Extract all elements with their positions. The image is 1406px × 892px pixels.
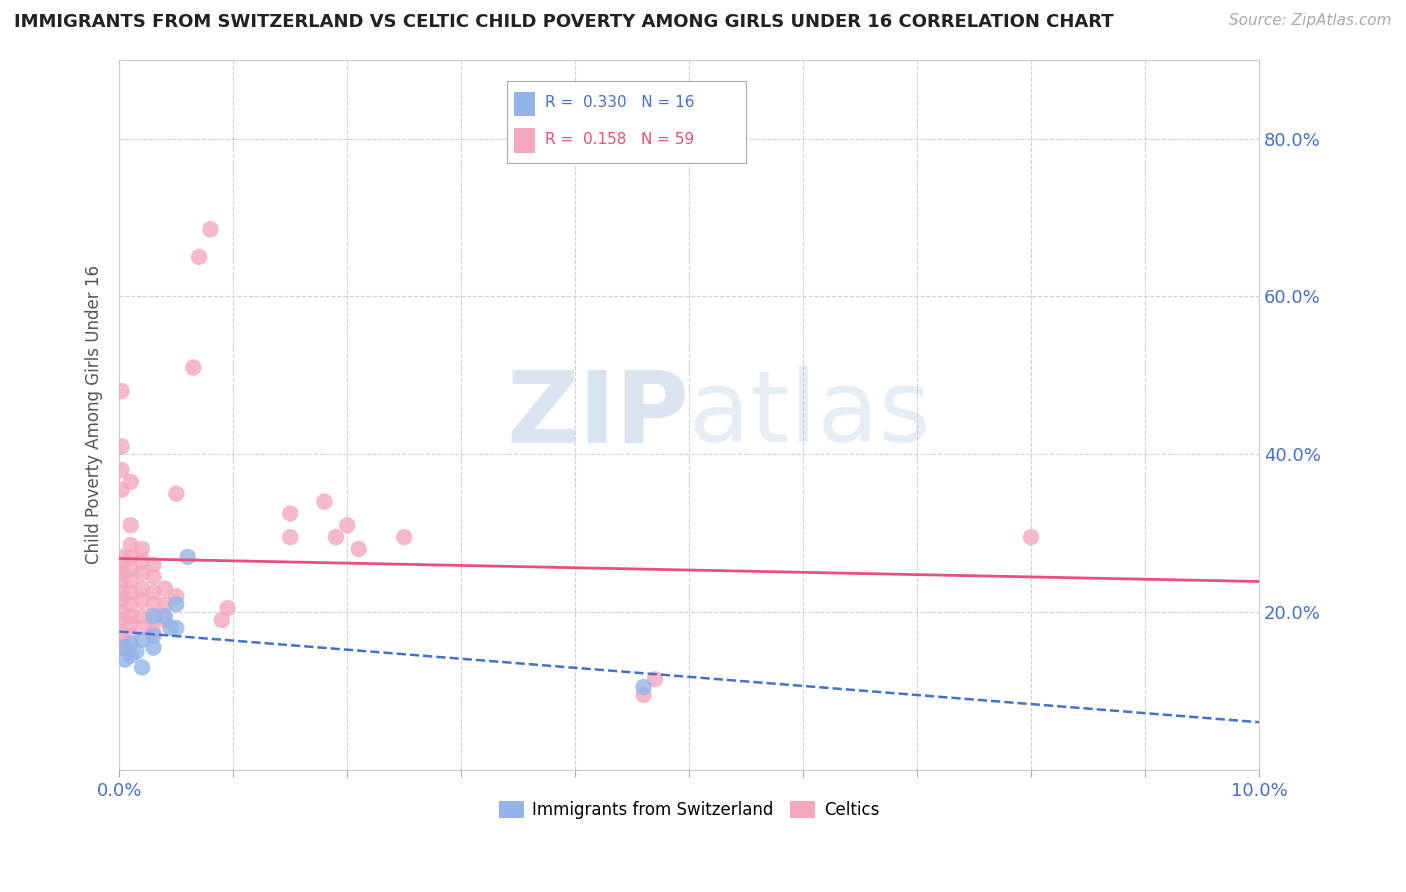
Point <box>131 632 153 647</box>
Point <box>217 601 239 615</box>
Point <box>153 597 176 611</box>
Point <box>347 541 370 556</box>
Point <box>120 549 142 564</box>
Point <box>114 652 136 666</box>
Point <box>142 597 165 611</box>
Point <box>120 475 142 489</box>
Point <box>120 585 142 599</box>
Point <box>131 566 153 580</box>
Point <box>120 629 142 643</box>
Text: IMMIGRANTS FROM SWITZERLAND VS CELTIC CHILD POVERTY AMONG GIRLS UNDER 16 CORRELA: IMMIGRANTS FROM SWITZERLAND VS CELTIC CH… <box>14 13 1114 31</box>
Point <box>120 597 142 611</box>
Point <box>142 558 165 572</box>
Point <box>120 617 142 632</box>
Point <box>644 672 666 686</box>
Point <box>392 530 415 544</box>
Point <box>142 585 165 599</box>
Point <box>278 507 301 521</box>
Point <box>165 487 187 501</box>
Point <box>110 613 132 627</box>
Point <box>110 640 132 655</box>
Point <box>120 538 142 552</box>
Point <box>120 518 142 533</box>
Point <box>188 250 211 264</box>
Point <box>110 463 132 477</box>
Point <box>142 629 165 643</box>
Point <box>142 609 165 624</box>
Point <box>110 593 132 607</box>
Text: ZIP: ZIP <box>506 367 689 463</box>
Point <box>110 549 132 564</box>
Point <box>159 621 181 635</box>
Point <box>633 688 655 702</box>
Point <box>142 624 165 639</box>
Point <box>110 558 132 572</box>
Point <box>110 483 132 497</box>
Point <box>142 569 165 583</box>
Point <box>110 605 132 619</box>
Point <box>633 680 655 694</box>
Point <box>110 384 132 398</box>
Point <box>1019 530 1042 544</box>
Point <box>165 590 187 604</box>
Point <box>153 613 176 627</box>
Point <box>131 582 153 596</box>
Text: Source: ZipAtlas.com: Source: ZipAtlas.com <box>1229 13 1392 29</box>
Point <box>110 585 132 599</box>
Point <box>153 582 176 596</box>
Point <box>131 609 153 624</box>
Point <box>110 439 132 453</box>
Point <box>142 613 165 627</box>
Point <box>165 621 187 635</box>
Legend: Immigrants from Switzerland, Celtics: Immigrants from Switzerland, Celtics <box>492 794 886 826</box>
Point <box>183 360 205 375</box>
Text: atlas: atlas <box>689 367 931 463</box>
Point <box>176 549 198 564</box>
Point <box>153 609 176 624</box>
Point <box>110 574 132 588</box>
Point <box>131 593 153 607</box>
Point <box>120 574 142 588</box>
Point <box>165 597 187 611</box>
Point <box>336 518 359 533</box>
Point <box>131 660 153 674</box>
Point <box>131 541 153 556</box>
Point <box>278 530 301 544</box>
Point <box>120 637 142 651</box>
Y-axis label: Child Poverty Among Girls Under 16: Child Poverty Among Girls Under 16 <box>86 265 103 565</box>
Point <box>200 222 222 236</box>
Point <box>114 640 136 655</box>
Point <box>314 494 336 508</box>
Point <box>131 554 153 568</box>
Point <box>110 624 132 639</box>
Point <box>120 562 142 576</box>
Point <box>142 640 165 655</box>
Point <box>131 621 153 635</box>
Point <box>110 566 132 580</box>
Point <box>110 632 132 647</box>
Point <box>120 609 142 624</box>
Point <box>120 648 142 663</box>
Point <box>125 644 148 658</box>
Point <box>325 530 347 544</box>
Point <box>211 613 233 627</box>
